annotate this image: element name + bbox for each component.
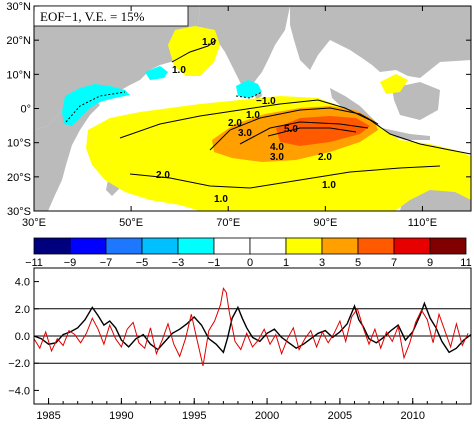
ts-y-tick-label: −2.0 [8,358,30,370]
colorbar-tick-label: −3 [172,257,185,269]
map-x-tick-label: 30°E [22,217,46,229]
ts-x-tick-label: 2000 [255,410,279,422]
land-africa [34,100,100,211]
colorbar-swatch [285,237,323,255]
ts-x-tick-label: 2010 [400,410,424,422]
map-y-tick-label: 20°N [6,35,31,47]
land-indochina [290,6,471,78]
ts-y-tick-label: 4.0 [15,277,30,289]
colorbar-tick-label: 7 [391,257,397,269]
eof-map: 1.0 1.0 −1.0 2.0 1.0 3.0 5.0 4.0 3.0 2.0… [6,1,472,229]
yellow-region-east [380,74,408,94]
contour-line-1 [119,99,471,155]
map-title: EOF−1, V.E. = 15% [40,9,145,24]
series-line-red [34,287,469,367]
title-box [33,5,189,27]
colorbar-swatch [141,237,179,255]
contour-line-neg-eq [235,91,263,99]
colorbar-tick-label: −11 [25,257,43,269]
contour-label: 4.0 [270,142,284,153]
ts-y-tick-label: −4.0 [8,385,30,397]
map-x-tick-label: 50°E [119,217,143,229]
contour-label: 1.0 [322,180,336,191]
colorbar-swatch [321,237,359,255]
contour-lines [65,39,471,189]
colorbar-tick-label: 0 [247,257,253,269]
colorbar-tick-label: −1 [208,257,221,269]
map-y-tick-label: 0° [20,104,31,116]
contour-labels: 1.0 1.0 −1.0 2.0 1.0 3.0 5.0 4.0 3.0 2.0… [156,37,336,205]
colorbar-swatch [69,237,107,255]
ts-x-tick-label: 1990 [109,410,133,422]
map-y-tick-label: 10°S [7,138,31,150]
series-line-black [34,301,471,354]
colorbar-tick-label: 1 [283,257,289,269]
colorbar-swatch [393,237,431,255]
contour-label: 2.0 [156,170,170,181]
cyan-region-arabian-sea [145,66,168,80]
colorbar-tick-label: −7 [100,257,113,269]
colorbar-swatch [249,237,287,255]
contour-label: 1.0 [246,110,260,121]
colorbar-swatch [105,237,143,255]
colorbar-swatch [429,237,467,255]
ts-x-tick-label: 1995 [182,410,206,422]
map-y-tick-label: 20°S [7,172,31,184]
contour-label: 1.0 [172,65,186,76]
ts-x-axis: 1985 1990 1995 2000 2005 2010 [33,398,472,422]
pc-time-series: 4.0 2.0 0.0 −2.0 −4.0 1985 1990 1995 2000 2005 20… [8,267,472,422]
ts-y-tick-label: 0.0 [15,331,30,343]
ts-y-tick-label: 2.0 [15,304,30,316]
map-y-tick-label: 10°N [6,69,31,81]
colorbar-tick-label: 3 [319,257,325,269]
land-borneo [392,82,440,120]
contour-label: 2.0 [318,152,332,163]
contour-label: 1.0 [202,37,216,48]
ts-x-tick-label: 2005 [328,410,352,422]
colorbar-swatch [213,237,251,255]
red-region-core [276,116,370,146]
map-x-axis: 30°E 50°E 70°E 90°E 110°E [22,6,437,229]
ts-x-tick-label: 1985 [36,410,60,422]
land-india [196,6,290,95]
contour-label: 2.0 [228,118,242,129]
ts-y-axis: 4.0 2.0 0.0 −2.0 −4.0 [8,277,39,397]
cyan-region-equatorial [236,80,262,98]
contour-line-south [129,165,441,189]
contour-line-neg [65,91,126,123]
contour-label: 3.0 [270,152,284,163]
map-x-tick-label: 90°E [313,217,337,229]
colorbar-tick-label: −9 [64,257,77,269]
contour-line-3 [239,121,369,145]
colorbar-swatch [177,237,215,255]
contour-label: 3.0 [238,128,252,139]
contour-label: −1.0 [256,96,276,107]
contour-line-4 [267,127,357,137]
map-y-tick-label: 30°N [6,1,31,13]
contour-label: 1.0 [214,194,228,205]
contour-line-north [171,39,217,63]
colorbar-tick-label: 9 [427,257,433,269]
colorbar-swatch [357,237,395,255]
map-x-tick-label: 70°E [216,217,240,229]
colorbar: −11 −9 −7 −5 −3 −1 0 1 3 5 7 9 11 [25,237,472,269]
colorbar-tick-label: 11 [460,257,471,269]
land-java [382,128,430,140]
map-y-axis: 30°N 20°N 10°N 0° 10°S 20°S 30°S [6,1,471,218]
contour-line-2 [209,107,379,151]
contour-label: 5.0 [284,124,298,135]
colorbar-tick-label: −5 [136,257,149,269]
cyan-region-somalia [62,84,130,126]
colorbar-swatch [33,237,71,255]
map-y-tick-label: 30°S [7,206,31,218]
map-x-tick-label: 110°E [408,217,437,229]
colorbar-tick-label: 5 [355,257,361,269]
